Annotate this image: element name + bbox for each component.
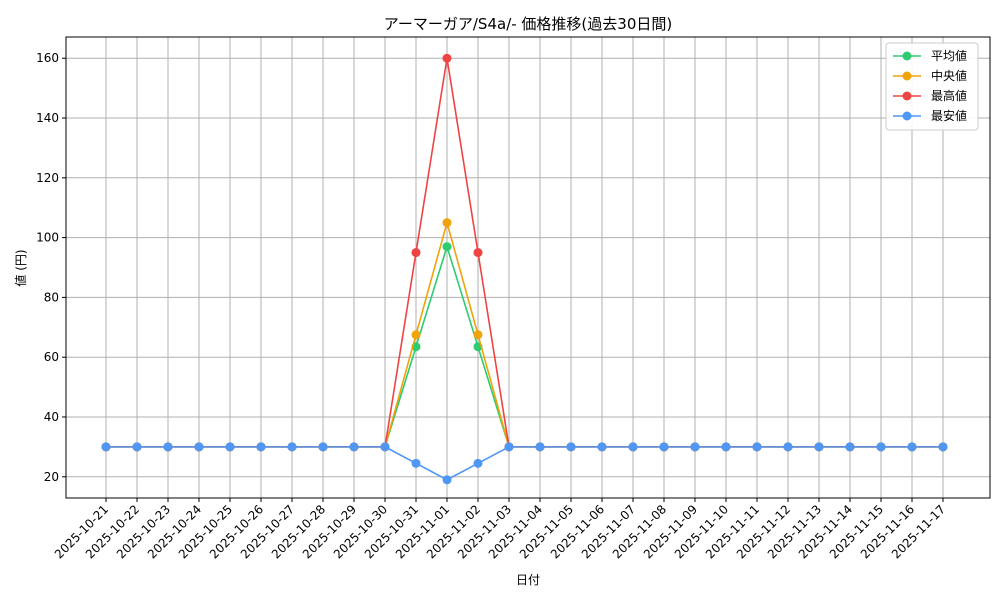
legend-label: 最高値	[931, 88, 967, 103]
data-point	[442, 242, 452, 252]
series	[101, 242, 948, 452]
y-axis-label: 値 (円)	[13, 249, 28, 286]
data-point	[814, 442, 824, 452]
data-point	[256, 442, 266, 452]
data-point	[566, 442, 576, 452]
data-point	[287, 442, 297, 452]
data-point	[659, 442, 669, 452]
chart-title: アーマーガア/S4a/- 価格推移(過去30日間)	[384, 15, 672, 33]
plot-frame	[65, 36, 991, 499]
data-point	[473, 458, 483, 468]
data-point	[938, 442, 948, 452]
data-point	[876, 442, 886, 452]
data-point	[752, 442, 762, 452]
data-point	[907, 442, 917, 452]
legend-label: 平均値	[931, 48, 967, 63]
series-line	[106, 221, 943, 448]
x-axis-label: 日付	[516, 573, 540, 587]
data-point	[845, 442, 855, 452]
series-line	[106, 57, 943, 448]
series-lines	[101, 53, 948, 485]
data-point	[349, 442, 359, 452]
y-tick-label: 140	[36, 111, 59, 125]
y-tick-label: 20	[44, 470, 59, 484]
data-point	[473, 248, 483, 258]
y-tick-label: 160	[36, 51, 59, 65]
data-point	[225, 442, 235, 452]
data-point	[504, 442, 514, 452]
y-tick-label: 120	[36, 171, 59, 185]
data-point	[442, 53, 452, 63]
y-tick-label: 60	[44, 350, 59, 364]
series	[101, 218, 948, 452]
data-point	[411, 458, 421, 468]
data-point	[132, 442, 142, 452]
data-point	[690, 442, 700, 452]
axis-ticks: 2025-10-212025-10-222025-10-232025-10-24…	[36, 51, 948, 561]
legend-marker	[902, 51, 912, 61]
legend-label: 最安値	[931, 108, 967, 123]
legend-marker	[902, 111, 912, 121]
y-tick-label: 100	[36, 231, 59, 245]
data-point	[411, 248, 421, 258]
y-tick-label: 80	[44, 290, 59, 304]
data-point	[163, 442, 173, 452]
data-point	[535, 442, 545, 452]
legend-box	[885, 42, 979, 131]
data-point	[783, 442, 793, 452]
data-point	[442, 475, 452, 485]
data-point	[597, 442, 607, 452]
data-point	[442, 218, 452, 228]
legend-label: 中央値	[931, 68, 967, 83]
data-point	[380, 442, 390, 452]
series	[101, 442, 948, 485]
y-tick-label: 40	[44, 410, 59, 424]
legend-marker	[902, 91, 912, 101]
data-point	[721, 442, 731, 452]
data-point	[101, 442, 111, 452]
data-point	[473, 330, 483, 340]
data-point	[318, 442, 328, 452]
data-point	[194, 442, 204, 452]
data-point	[411, 330, 421, 340]
legend-marker	[902, 71, 912, 81]
grid	[66, 37, 990, 498]
data-point	[628, 442, 638, 452]
series	[101, 53, 948, 452]
series-line	[106, 446, 943, 481]
